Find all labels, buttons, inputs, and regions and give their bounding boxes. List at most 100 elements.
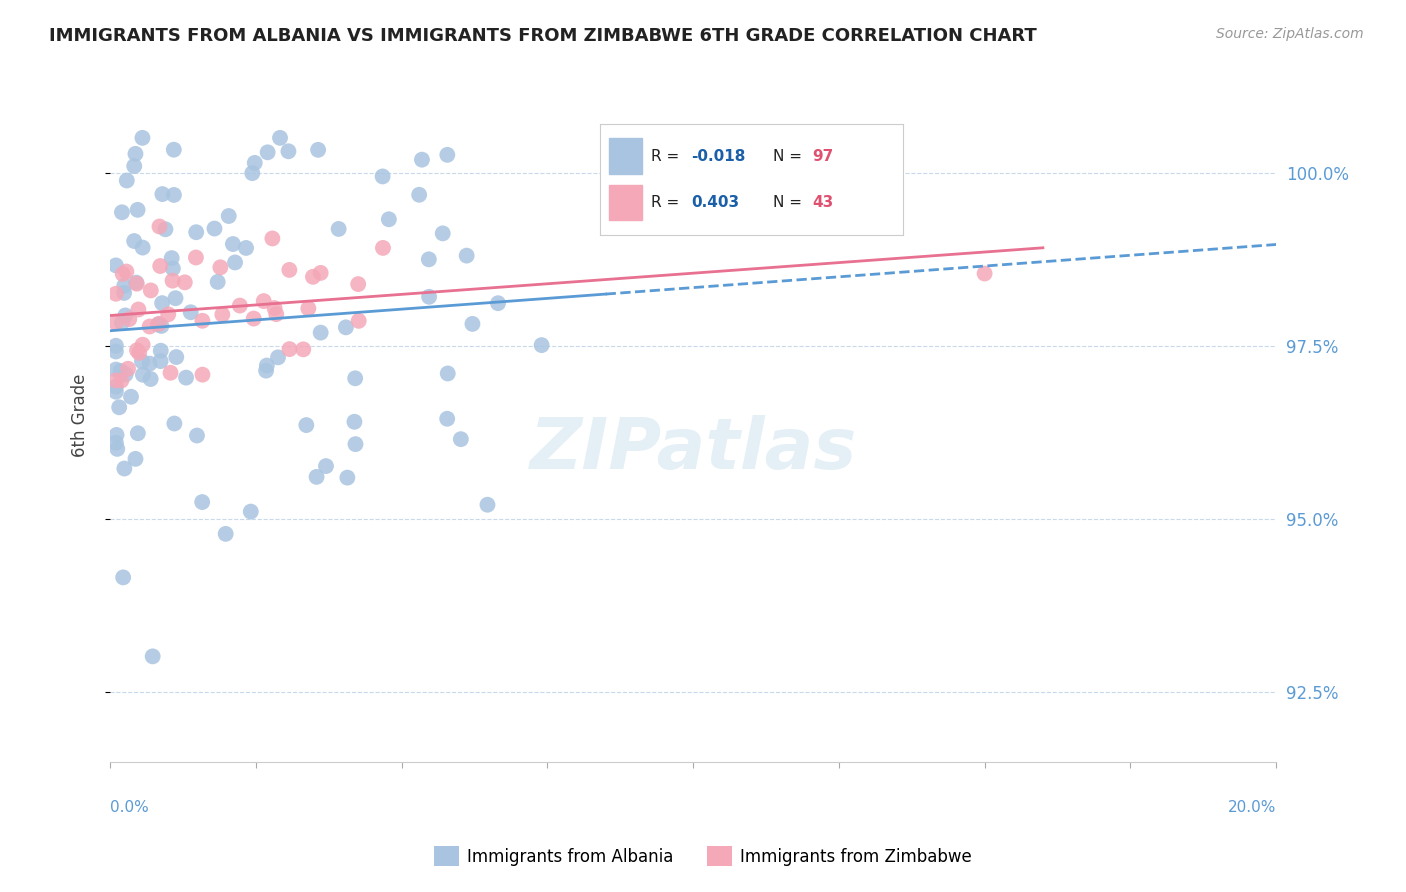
Point — [104, 435, 127, 450]
Point — [125, 277, 148, 291]
Point — [131, 337, 153, 351]
Point — [111, 316, 134, 330]
Point — [110, 364, 132, 378]
Point — [186, 225, 208, 239]
Point — [477, 498, 499, 512]
Point — [149, 343, 172, 358]
Point — [335, 320, 357, 334]
Point — [146, 318, 169, 332]
Point — [122, 159, 145, 173]
Point — [138, 357, 160, 371]
Point — [127, 202, 149, 217]
Point — [159, 366, 181, 380]
Point — [148, 219, 170, 234]
Point — [162, 261, 184, 276]
Point — [254, 364, 277, 378]
Point — [256, 145, 278, 160]
Point — [150, 187, 173, 202]
Point — [104, 374, 127, 388]
Point — [242, 311, 264, 326]
Point — [124, 451, 146, 466]
Point — [105, 442, 128, 456]
Point — [148, 317, 170, 331]
Point — [165, 291, 187, 305]
Point — [344, 371, 367, 385]
Point — [309, 326, 332, 340]
Point — [239, 505, 262, 519]
Point — [104, 259, 127, 273]
Point — [131, 354, 153, 368]
Point — [229, 299, 252, 313]
Point — [131, 131, 153, 145]
Point — [267, 351, 290, 365]
Point — [371, 169, 394, 184]
Point — [125, 276, 148, 290]
Point — [209, 260, 232, 275]
Point — [418, 252, 440, 267]
Point — [240, 166, 263, 180]
Point — [157, 307, 180, 321]
Point — [162, 274, 184, 288]
Point — [347, 277, 370, 292]
Point — [295, 418, 318, 433]
Text: 0.0%: 0.0% — [110, 800, 149, 815]
Point — [436, 411, 458, 425]
Point — [207, 275, 229, 289]
Point — [211, 308, 233, 322]
Point — [486, 296, 509, 310]
Text: IMMIGRANTS FROM ALBANIA VS IMMIGRANTS FROM ZIMBABWE 6TH GRADE CORRELATION CHART: IMMIGRANTS FROM ALBANIA VS IMMIGRANTS FR… — [49, 27, 1038, 45]
Point — [104, 379, 127, 393]
Point — [292, 343, 315, 357]
Point — [163, 417, 186, 431]
Point — [160, 251, 183, 265]
Point — [131, 241, 153, 255]
Point — [315, 459, 337, 474]
Point — [436, 148, 458, 162]
Point — [263, 301, 285, 315]
Point — [104, 286, 127, 301]
Point — [530, 338, 553, 352]
Point — [104, 344, 127, 359]
Point — [112, 278, 135, 293]
Point — [461, 317, 484, 331]
Point — [328, 222, 350, 236]
Point — [256, 359, 278, 373]
Point — [418, 290, 440, 304]
Point — [117, 361, 139, 376]
Point — [215, 526, 238, 541]
Point — [309, 266, 332, 280]
Point — [222, 237, 245, 252]
Point — [115, 173, 138, 187]
Point — [112, 461, 135, 475]
Point — [114, 368, 136, 382]
Point — [104, 362, 127, 376]
Point — [115, 264, 138, 278]
Point — [297, 301, 319, 316]
Point — [305, 470, 328, 484]
Point — [142, 649, 165, 664]
Point — [264, 307, 287, 321]
Point — [336, 470, 359, 484]
Text: ZIPatlas: ZIPatlas — [530, 416, 856, 484]
Point — [411, 153, 433, 167]
Point — [138, 319, 160, 334]
Point — [114, 309, 136, 323]
Point — [150, 296, 173, 310]
Point — [132, 368, 155, 382]
Point — [184, 251, 207, 265]
Point — [408, 187, 430, 202]
Point — [378, 212, 401, 227]
Y-axis label: 6th Grade: 6th Grade — [72, 374, 89, 457]
Point — [149, 259, 172, 273]
Point — [432, 227, 454, 241]
Point — [110, 374, 132, 388]
Text: 20.0%: 20.0% — [1227, 800, 1277, 815]
Point — [269, 131, 291, 145]
Point — [122, 234, 145, 248]
Point — [243, 156, 266, 170]
Point — [344, 437, 367, 451]
Point — [128, 346, 150, 360]
Point — [124, 146, 146, 161]
Point — [180, 305, 202, 319]
Point — [343, 415, 366, 429]
